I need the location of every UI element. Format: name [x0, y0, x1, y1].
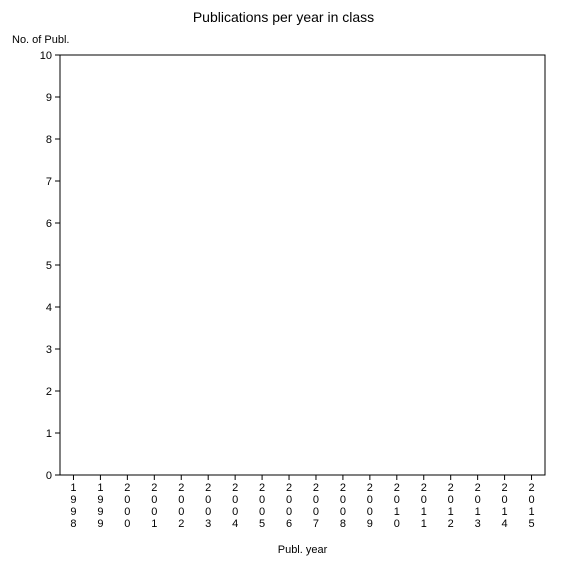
x-tick-label-char: 3 — [475, 518, 481, 530]
x-tick-label-char: 2 — [178, 518, 184, 530]
x-tick-label-char: 8 — [340, 518, 346, 530]
x-tick-label-char: 8 — [70, 518, 76, 530]
x-tick-label-char: 0 — [151, 506, 157, 518]
x-tick-label-char: 0 — [151, 494, 157, 506]
x-tick-label-char: 1 — [448, 506, 454, 518]
x-tick-label-char: 2 — [178, 482, 184, 494]
publications-chart: Publications per year in class No. of Pub… — [0, 0, 567, 567]
y-tick-label: 8 — [46, 134, 52, 146]
x-tick-label-char: 0 — [313, 506, 319, 518]
x-tick-label-char: 1 — [528, 506, 534, 518]
x-tick-label-char: 2 — [232, 482, 238, 494]
x-tick-label-char: 2 — [394, 482, 400, 494]
x-tick-label-char: 2 — [259, 482, 265, 494]
x-tick-label-char: 0 — [286, 506, 292, 518]
x-tick-label-char: 2 — [313, 482, 319, 494]
x-tick-label-char: 0 — [340, 506, 346, 518]
x-tick-label-char: 6 — [286, 518, 292, 530]
y-tick-label: 4 — [46, 302, 52, 314]
x-tick-label-char: 9 — [70, 494, 76, 506]
x-tick-label-char: 0 — [124, 494, 130, 506]
x-tick-label-char: 0 — [502, 494, 508, 506]
x-tick-label-char: 0 — [528, 494, 534, 506]
y-tick-label: 7 — [46, 176, 52, 188]
x-tick-label-char: 0 — [367, 494, 373, 506]
x-tick-label-char: 2 — [205, 482, 211, 494]
x-tick-label-char: 4 — [502, 518, 508, 530]
x-tick-label-char: 0 — [367, 506, 373, 518]
x-tick-label-char: 2 — [124, 482, 130, 494]
x-tick-label-char: 0 — [124, 518, 130, 530]
x-tick-label-char: 2 — [448, 518, 454, 530]
x-tick-label-char: 0 — [340, 494, 346, 506]
chart-title: Publications per year in class — [193, 9, 374, 25]
x-tick-label-char: 2 — [448, 482, 454, 494]
x-tick-label-char: 1 — [394, 506, 400, 518]
x-tick-label-char: 0 — [313, 494, 319, 506]
x-tick-label-char: 1 — [421, 518, 427, 530]
x-tick-label-char: 0 — [205, 494, 211, 506]
x-axis-label: Publ. year — [278, 544, 328, 556]
x-tick-label-char: 0 — [178, 494, 184, 506]
y-tick-label: 3 — [46, 344, 52, 356]
x-tick-label-char: 1 — [475, 506, 481, 518]
x-tick-label-char: 0 — [475, 494, 481, 506]
x-tick-label-char: 5 — [259, 518, 265, 530]
x-tick-label-char: 0 — [232, 506, 238, 518]
x-tick-label-char: 0 — [394, 518, 400, 530]
y-tick-label: 10 — [40, 50, 52, 62]
x-tick-label-char: 4 — [232, 518, 238, 530]
x-tick-label-char: 0 — [421, 494, 427, 506]
x-tick-label-char: 0 — [259, 506, 265, 518]
x-tick-label-char: 2 — [286, 482, 292, 494]
x-tick-label-char: 0 — [394, 494, 400, 506]
y-tick-label: 0 — [46, 470, 52, 482]
x-tick-label-char: 0 — [286, 494, 292, 506]
x-tick-label-char: 1 — [70, 482, 76, 494]
x-tick-label-char: 9 — [97, 518, 103, 530]
x-tick-label-char: 1 — [97, 482, 103, 494]
x-tick-label-char: 0 — [178, 506, 184, 518]
x-tick-label-char: 9 — [367, 518, 373, 530]
x-tick-label-char: 9 — [97, 506, 103, 518]
x-tick-label-char: 2 — [475, 482, 481, 494]
chart-svg: Publications per year in class No. of Pub… — [0, 0, 567, 567]
y-axis-label: No. of Publ. — [12, 34, 69, 46]
x-tick-label-char: 5 — [528, 518, 534, 530]
y-tick-label: 9 — [46, 92, 52, 104]
x-tick-label-char: 9 — [97, 494, 103, 506]
x-tick-label-char: 2 — [421, 482, 427, 494]
x-tick-label-char: 2 — [502, 482, 508, 494]
x-tick-label-char: 0 — [205, 506, 211, 518]
x-tick-label-char: 0 — [448, 494, 454, 506]
x-tick-label-char: 3 — [205, 518, 211, 530]
x-tick-label-char: 0 — [124, 506, 130, 518]
x-tick-label-char: 1 — [151, 518, 157, 530]
x-tick-label-char: 0 — [232, 494, 238, 506]
x-tick-label-char: 2 — [367, 482, 373, 494]
x-tick-label-char: 2 — [151, 482, 157, 494]
x-tick-label-char: 9 — [70, 506, 76, 518]
x-tick-label-char: 2 — [340, 482, 346, 494]
x-tick-label-char: 7 — [313, 518, 319, 530]
x-tick-label-char: 0 — [259, 494, 265, 506]
x-tick-label-char: 2 — [528, 482, 534, 494]
y-tick-label: 2 — [46, 386, 52, 398]
x-tick-label-char: 1 — [421, 506, 427, 518]
y-tick-label: 1 — [46, 428, 52, 440]
y-tick-label: 6 — [46, 218, 52, 230]
x-tick-label-char: 1 — [502, 506, 508, 518]
y-tick-label: 5 — [46, 260, 52, 272]
